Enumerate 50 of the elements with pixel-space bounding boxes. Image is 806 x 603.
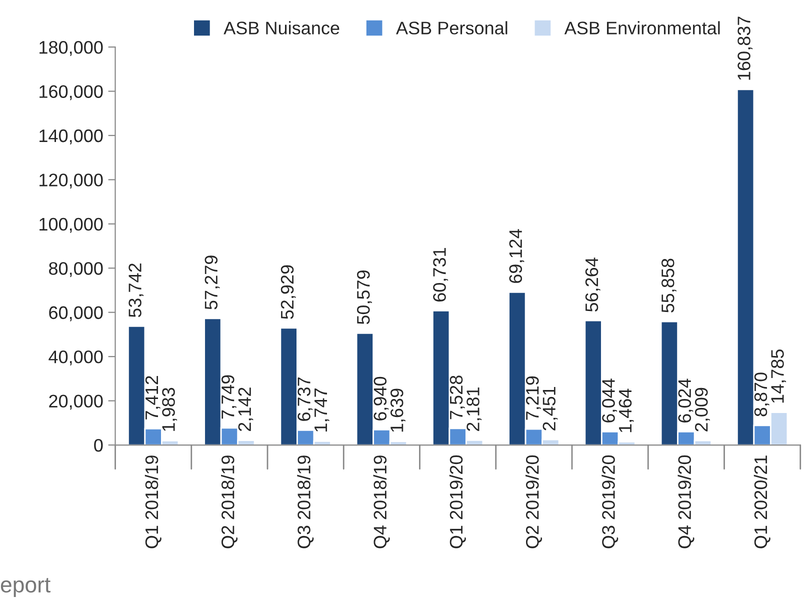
data-label: 53,742 — [128, 264, 144, 318]
data-label: 7,749 — [222, 375, 236, 419]
x-tick-label: Q3 2018/19 — [297, 456, 314, 548]
x-tick-label: Q2 2019/20 — [526, 455, 542, 548]
data-label: 1,639 — [390, 388, 406, 432]
data-label: 1,464 — [618, 388, 634, 432]
text: eport — [0, 578, 50, 597]
y-tick-label: 20,000 — [49, 394, 103, 410]
y-tick-label: 140,000 — [40, 129, 103, 144]
y-tick-label: 40,000 — [48, 350, 103, 366]
data-label: 7,528 — [450, 376, 465, 420]
data-label: 60,731 — [433, 248, 448, 302]
data-label: 6,024 — [678, 378, 694, 422]
data-label: 2,451 — [542, 386, 558, 430]
legend-label: ASB Nuisance — [224, 21, 340, 34]
x-tick-label: Q4 2019/20 — [678, 455, 694, 548]
data-label: 6,044 — [602, 378, 618, 422]
data-label: 2,181 — [466, 388, 482, 431]
data-label: 160,837 — [738, 16, 753, 80]
data-label: 1,747 — [314, 388, 330, 432]
data-label: 14,785 — [771, 350, 786, 403]
y-tick-label: 60,000 — [49, 306, 103, 322]
y-tick-label: 100,000 — [40, 218, 103, 233]
data-label: 69,124 — [509, 229, 524, 283]
data-label: 2,142 — [238, 388, 254, 432]
y-tick-label: 120,000 — [40, 174, 103, 189]
y-tick-label: 80,000 — [49, 262, 103, 277]
data-label: 55,858 — [661, 258, 676, 312]
data-label: 57,279 — [204, 256, 220, 310]
data-label: 6,940 — [374, 376, 389, 420]
x-tick-label: Q4 2018/19 — [373, 456, 390, 548]
data-label: 2,009 — [694, 388, 710, 432]
data-label: 7,219 — [526, 376, 541, 420]
x-tick-label: Q1 2019/20 — [449, 455, 466, 548]
data-label: 7,412 — [145, 376, 160, 420]
legend-label: ASB Environmental — [564, 21, 720, 34]
legend-label: ASB Personal — [396, 21, 508, 34]
x-tick-label: Q1 2020/21 — [754, 456, 770, 548]
y-tick-label: 160,000 — [40, 85, 103, 100]
data-label: 52,929 — [280, 265, 296, 319]
data-label: 56,264 — [585, 258, 600, 312]
data-label: 50,579 — [357, 270, 372, 324]
data-label: 6,737 — [298, 378, 313, 421]
x-tick-label: Q2 2018/19 — [221, 456, 238, 548]
x-tick-label: Q1 2018/19 — [144, 456, 162, 548]
y-tick-label: 0 — [94, 438, 103, 452]
x-tick-label: Q3 2019/20 — [602, 455, 618, 548]
data-label: 1,983 — [162, 388, 178, 431]
data-label: 8,870 — [754, 372, 770, 416]
y-tick-label: 180,000 — [40, 40, 103, 56]
